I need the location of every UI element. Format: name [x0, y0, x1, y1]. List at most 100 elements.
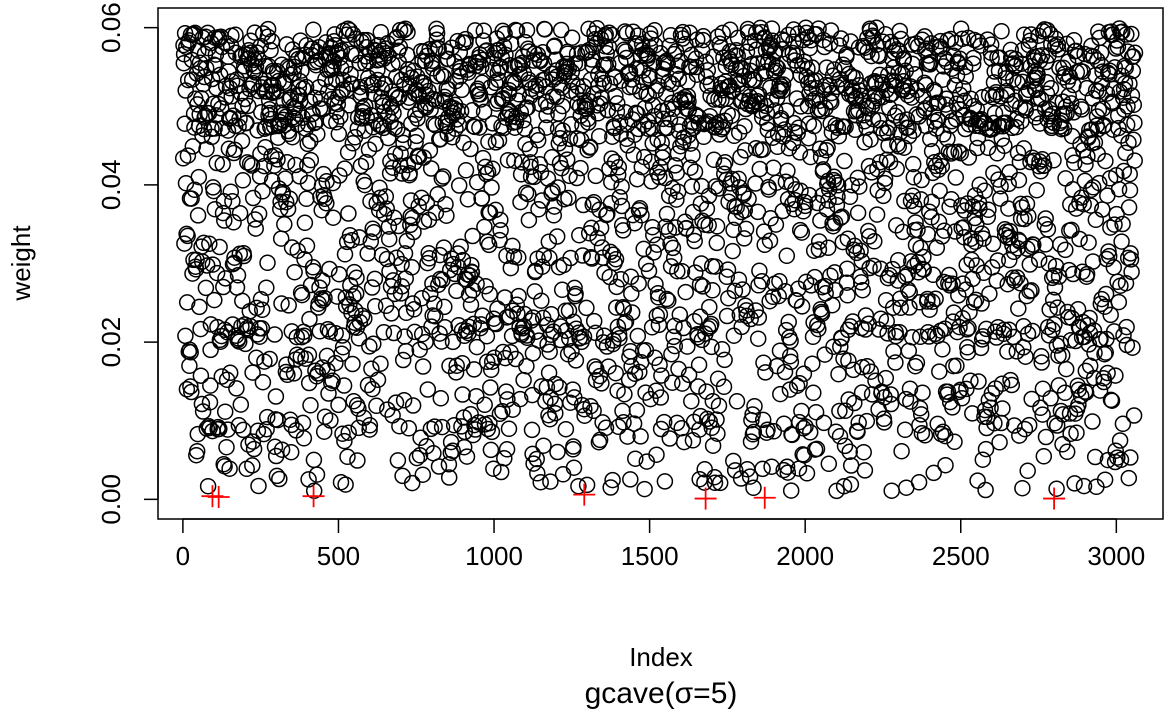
data-point — [206, 291, 223, 309]
data-point — [552, 331, 569, 349]
data-point — [968, 139, 986, 157]
data-point — [836, 152, 853, 170]
data-point — [339, 448, 356, 466]
data-point — [598, 206, 615, 224]
data-point — [240, 42, 258, 59]
data-point — [1030, 251, 1048, 268]
data-point — [1042, 79, 1060, 97]
data-point — [1043, 269, 1061, 287]
data-point — [1091, 382, 1109, 399]
highlight-point — [753, 486, 776, 509]
data-point — [272, 230, 290, 247]
data-point — [676, 213, 694, 231]
data-point — [600, 38, 618, 56]
data-point — [358, 109, 376, 126]
data-point — [784, 44, 801, 62]
data-point — [178, 294, 196, 311]
data-point — [350, 330, 368, 347]
data-point — [220, 63, 237, 80]
data-point — [823, 94, 840, 111]
data-point — [1060, 87, 1077, 105]
data-point — [458, 448, 476, 465]
data-point — [1115, 327, 1132, 344]
data-point — [363, 76, 381, 94]
data-point — [191, 298, 208, 316]
data-point — [900, 119, 917, 136]
data-point — [234, 97, 251, 115]
data-point — [725, 327, 743, 344]
data-point — [1126, 44, 1144, 62]
data-point — [889, 104, 906, 121]
data-point — [482, 379, 499, 396]
data-point — [541, 249, 558, 267]
data-point — [669, 262, 686, 280]
data-point — [452, 238, 469, 255]
data-point — [562, 249, 579, 267]
data-point — [679, 338, 696, 355]
data-point — [209, 418, 227, 436]
data-point — [625, 146, 642, 163]
data-point — [357, 153, 375, 171]
data-point — [486, 349, 503, 366]
data-point — [970, 373, 987, 390]
data-point — [395, 22, 413, 39]
data-point — [748, 24, 765, 41]
data-point — [447, 120, 464, 138]
data-point — [515, 112, 532, 129]
data-point — [422, 285, 439, 303]
data-point — [611, 189, 628, 206]
data-point — [782, 482, 800, 499]
data-point — [235, 247, 253, 265]
data-point — [1123, 87, 1141, 104]
data-point — [465, 361, 483, 378]
data-point — [524, 386, 541, 404]
data-point — [747, 175, 764, 192]
data-point — [777, 321, 795, 339]
data-point — [896, 192, 913, 210]
data-point — [774, 82, 791, 99]
data-point — [473, 189, 491, 207]
data-point — [1045, 152, 1062, 169]
data-point — [255, 75, 272, 93]
data-point — [365, 223, 383, 241]
data-point — [447, 364, 465, 381]
data-point — [994, 400, 1011, 417]
data-point — [183, 383, 200, 401]
data-point — [280, 125, 298, 143]
data-point — [408, 449, 426, 467]
data-point — [277, 193, 295, 211]
data-point — [542, 326, 560, 343]
highlight-point — [1043, 487, 1066, 510]
data-point — [841, 443, 858, 461]
data-point — [333, 345, 350, 362]
data-point — [969, 129, 987, 147]
data-point — [174, 150, 192, 167]
data-point — [1110, 180, 1128, 198]
data-point — [628, 402, 646, 419]
data-point — [857, 97, 875, 115]
data-point — [1014, 479, 1031, 497]
data-point — [820, 455, 838, 473]
data-point — [229, 267, 247, 284]
data-point — [261, 350, 278, 368]
data-point — [1065, 76, 1082, 94]
data-point — [1064, 265, 1082, 283]
highlight-point — [302, 485, 325, 508]
data-point — [515, 65, 533, 82]
data-point — [233, 132, 251, 150]
data-point — [448, 282, 465, 300]
data-point — [487, 201, 504, 219]
data-point — [837, 118, 854, 135]
data-point — [441, 357, 458, 375]
data-point — [409, 110, 426, 127]
data-point — [1033, 348, 1050, 365]
data-point — [852, 242, 869, 259]
data-point — [336, 246, 354, 263]
data-point — [570, 477, 587, 495]
data-point — [1006, 58, 1024, 75]
data-point — [397, 20, 414, 37]
data-point — [295, 80, 312, 97]
data-point — [618, 130, 635, 148]
data-point — [1111, 432, 1129, 449]
